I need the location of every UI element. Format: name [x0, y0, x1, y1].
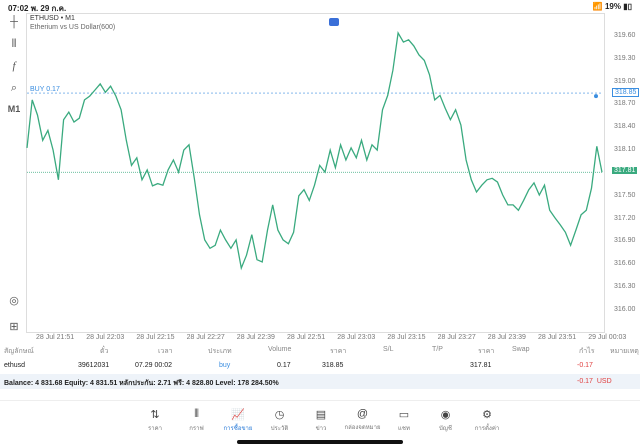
- nav-tab-5[interactable]: @ กล่องจดหมาย: [341, 408, 385, 432]
- col-symbol: สัญลักษณ์: [4, 348, 34, 355]
- x-tick-label: 28 Jul 22:51: [287, 334, 326, 341]
- col-type: ประเภท: [208, 348, 232, 355]
- nav-tab-0[interactable]: ⇅ ราคา: [133, 408, 177, 433]
- y-tick-label: 316.30: [614, 283, 636, 291]
- nav-label: การตั้งค่า: [474, 426, 500, 432]
- candlestick-icon[interactable]: ⫴: [11, 38, 17, 50]
- nav-tab-2[interactable]: 📈 การซื้อขาย: [216, 408, 260, 433]
- nav-icon: ⫴: [194, 408, 199, 420]
- objects-icon[interactable]: ⌕: [10, 82, 18, 94]
- status-time: 07:02 พ. 29 ก.ค.: [8, 4, 67, 13]
- timeframe-button[interactable]: M1: [7, 104, 21, 114]
- chart-zoom-icon[interactable]: ◎: [9, 295, 19, 307]
- nav-icon: 📈: [231, 409, 245, 421]
- col-ticket: ตั๋ว: [100, 348, 109, 355]
- nav-icon: ⚙: [482, 409, 492, 421]
- nav-label: การซื้อขาย: [223, 426, 253, 432]
- crosshair-icon[interactable]: ┼: [10, 16, 18, 28]
- nav-label: กราฟ: [189, 426, 204, 432]
- nav-icon: @: [356, 408, 369, 420]
- cell-profit: -0.17: [577, 362, 593, 369]
- y-tick-label: 318.40: [614, 123, 636, 131]
- x-tick-label: 28 Jul 23:27: [437, 334, 476, 341]
- nav-tab-8[interactable]: ⚙ การตั้งค่า: [465, 408, 509, 433]
- x-tick-label: 28 Jul 23:03: [337, 334, 376, 341]
- y-tick-label: 318.10: [614, 146, 636, 154]
- nav-tab-7[interactable]: ◉ บัญชี: [424, 408, 468, 433]
- nav-tab-6[interactable]: ▭ แชท: [382, 408, 426, 433]
- y-tick-label: 316.60: [614, 260, 636, 268]
- nav-label: ประวัติ: [270, 426, 289, 432]
- x-tick-label: 28 Jul 22:27: [186, 334, 225, 341]
- buy-line-label: BUY 0.17: [30, 86, 60, 93]
- cell-time: 07.29 00:02: [135, 362, 172, 369]
- x-tick-label: 28 Jul 23:51: [538, 334, 577, 341]
- current-price-tag: 317.81: [612, 167, 638, 175]
- y-tick-label: 319.60: [614, 32, 636, 39]
- y-tick-label: 317.20: [614, 214, 636, 222]
- y-tick-label: 316.00: [614, 305, 636, 313]
- col-comment: หมายเหตุ: [610, 348, 639, 355]
- col-price: ราคา: [478, 348, 495, 355]
- y-tick-label: 319.00: [614, 77, 636, 85]
- chart-subtitle: Etherium vs US Dollar(600): [30, 24, 116, 31]
- col-volume: Volume: [268, 346, 292, 353]
- cell-ticket: 39612031: [78, 362, 110, 369]
- y-tick-label: 317.50: [614, 191, 636, 199]
- cell-price: 317.81: [470, 362, 492, 369]
- home-indicator: [237, 440, 403, 444]
- nav-icon: ▭: [398, 409, 410, 421]
- nav-label: บัญชี: [439, 426, 452, 432]
- nav-tab-1[interactable]: ⫴ กราฟ: [175, 408, 219, 433]
- col-sl: S/L: [383, 346, 394, 353]
- col-time: เวลา: [158, 348, 173, 355]
- y-tick-label: 319.30: [614, 54, 636, 62]
- nav-label: แชท: [398, 426, 410, 432]
- x-tick-label: 29 Jul 00:03: [588, 334, 627, 341]
- col-tp: T/P: [432, 346, 443, 353]
- x-tick-label: 28 Jul 22:03: [86, 334, 125, 341]
- new-order-icon[interactable]: ⊞: [9, 321, 19, 333]
- balance-text: Balance: 4 831.68 Equity: 4 831.51 หลักป…: [4, 380, 279, 387]
- total-profit: -0.17 USD: [577, 378, 612, 385]
- col-open-price: ราคา: [330, 348, 347, 355]
- status-battery: 📶 19% ▮▯: [592, 2, 632, 11]
- nav-tab-3[interactable]: ◷ ประวัติ: [258, 408, 302, 433]
- balance-bar: [0, 374, 640, 389]
- nav-icon: ◉: [440, 409, 451, 421]
- y-tick-label: 318.70: [614, 100, 636, 108]
- cell-type: buy: [219, 362, 231, 369]
- nav-tab-4[interactable]: ▤ ข่าว: [299, 408, 343, 433]
- col-profit: กำไร: [579, 348, 595, 355]
- indicator-icon[interactable]: f: [12, 60, 16, 72]
- y-tick-label: 316.90: [614, 237, 636, 245]
- x-tick-label: 28 Jul 23:39: [487, 334, 526, 341]
- buy-marker: [594, 94, 598, 99]
- price-chart[interactable]: [26, 13, 605, 333]
- nav-label: กล่องจดหมาย: [344, 425, 381, 431]
- price-line: [26, 31, 603, 271]
- nav-label: ข่าว: [315, 426, 327, 432]
- chart-title: ETHUSD • M1: [30, 15, 75, 22]
- x-tick-label: 28 Jul 21:51: [36, 334, 75, 341]
- buy-price-tag: 318.85: [612, 88, 640, 98]
- x-tick-label: 28 Jul 23:15: [387, 334, 426, 341]
- col-swap: Swap: [512, 346, 530, 353]
- symbol-flag-icon: [329, 18, 339, 26]
- x-tick-label: 28 Jul 22:39: [236, 334, 275, 341]
- divider: [0, 400, 640, 401]
- nav-label: ราคา: [148, 426, 162, 432]
- nav-icon: ▤: [315, 409, 327, 421]
- x-tick-label: 28 Jul 22:15: [136, 334, 175, 341]
- nav-icon: ⇅: [150, 409, 160, 421]
- cell-open-price: 318.85: [322, 362, 344, 369]
- nav-icon: ◷: [274, 409, 285, 421]
- cell-symbol[interactable]: ethusd: [4, 362, 26, 369]
- cell-volume: 0.17: [277, 362, 291, 369]
